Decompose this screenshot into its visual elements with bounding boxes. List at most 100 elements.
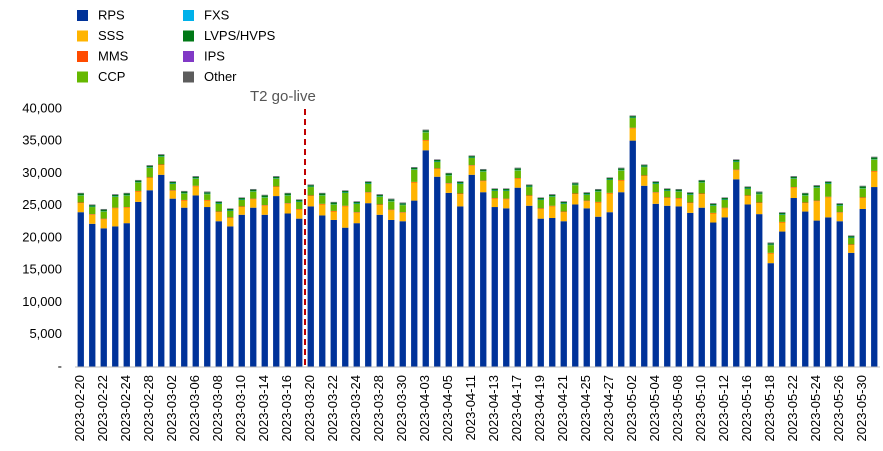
bar-segment bbox=[756, 203, 763, 215]
bar-segment bbox=[848, 245, 855, 253]
bar-segment bbox=[491, 190, 498, 199]
bar-segment bbox=[756, 192, 763, 194]
legend-label: Other bbox=[204, 69, 237, 84]
bar-segment bbox=[859, 208, 866, 367]
bar-segment bbox=[445, 183, 452, 193]
bar-segment bbox=[399, 205, 406, 213]
bar-segment bbox=[537, 199, 544, 209]
bar-segment bbox=[675, 189, 682, 192]
bar-segment bbox=[273, 187, 280, 197]
bar-segment bbox=[204, 199, 211, 201]
x-tick-label: 2023-03-10 bbox=[233, 375, 248, 442]
bar-segment bbox=[767, 263, 774, 367]
bar-segment bbox=[192, 176, 199, 179]
bar-segment bbox=[871, 170, 878, 172]
y-tick-label: 15,000 bbox=[22, 262, 62, 277]
legend-label: MMS bbox=[98, 48, 129, 63]
legend-label: SSS bbox=[98, 28, 124, 43]
x-tick-label: 2023-02-22 bbox=[95, 375, 110, 442]
bar-segment bbox=[733, 159, 740, 162]
bar-segment bbox=[480, 181, 487, 193]
y-tick-label: - bbox=[58, 358, 62, 373]
bar-segment bbox=[146, 165, 153, 168]
x-tick-label: 2023-03-06 bbox=[187, 375, 202, 442]
bar-segment bbox=[687, 212, 694, 367]
bar-segment bbox=[388, 210, 395, 220]
bar-segment bbox=[365, 192, 372, 204]
bar-segment bbox=[836, 212, 843, 222]
x-tick-label: 2023-04-13 bbox=[486, 375, 501, 442]
bar-segment bbox=[146, 177, 153, 179]
bar-segment bbox=[250, 189, 257, 192]
bar-segment bbox=[422, 140, 429, 151]
bar-segment bbox=[526, 187, 533, 196]
bar-segment bbox=[181, 200, 188, 208]
bar-segment bbox=[664, 188, 671, 191]
bar-segment bbox=[802, 211, 809, 367]
bar-segment bbox=[595, 201, 602, 203]
bar-segment bbox=[767, 252, 774, 254]
legend-swatch bbox=[183, 71, 194, 83]
bar-segment bbox=[687, 192, 694, 195]
bar-segment bbox=[618, 168, 625, 170]
bar-segment bbox=[250, 191, 257, 199]
bar-segment bbox=[445, 192, 452, 367]
bar-segment bbox=[698, 180, 705, 183]
bar-segment bbox=[135, 182, 142, 191]
bar-segment bbox=[457, 194, 464, 207]
x-tick-label: 2023-05-04 bbox=[647, 375, 662, 442]
bar-segment bbox=[399, 212, 406, 213]
bar-segment bbox=[227, 217, 234, 219]
bar-segment bbox=[514, 187, 521, 367]
bar-segment bbox=[549, 196, 556, 206]
bar-segment bbox=[158, 174, 165, 367]
bar-segment bbox=[779, 231, 786, 367]
bar-segment bbox=[388, 199, 395, 201]
bar-segment bbox=[836, 212, 843, 213]
bar-segment bbox=[606, 212, 613, 367]
bar-segment bbox=[790, 187, 797, 199]
bar-segment bbox=[710, 203, 717, 206]
bar-segment bbox=[698, 207, 705, 367]
bar-segment bbox=[744, 188, 751, 196]
x-tick-label: 2023-03-24 bbox=[348, 375, 363, 442]
bar-segment bbox=[146, 167, 153, 178]
x-tick-label: 2023-04-03 bbox=[417, 375, 432, 442]
bar-segment bbox=[123, 195, 130, 208]
bar-segment bbox=[123, 207, 130, 208]
bar-segment bbox=[744, 204, 751, 367]
bar-segment bbox=[342, 192, 349, 206]
bar-segment bbox=[664, 190, 671, 198]
bar-segment bbox=[790, 187, 797, 188]
bar-segment bbox=[606, 192, 613, 194]
bar-segment bbox=[100, 228, 107, 367]
bar-segment bbox=[721, 199, 728, 208]
bar-segment bbox=[227, 226, 234, 367]
bar-segment bbox=[721, 217, 728, 367]
bar-segment bbox=[261, 205, 268, 206]
bar-segment bbox=[825, 217, 832, 367]
bar-segment bbox=[422, 150, 429, 367]
x-tick-label: 2023-05-12 bbox=[716, 375, 731, 442]
bar-segment bbox=[342, 190, 349, 193]
bar-segment bbox=[767, 243, 774, 245]
bar-segment bbox=[756, 202, 763, 204]
bar-segment bbox=[675, 206, 682, 367]
bar-segment bbox=[434, 176, 441, 367]
bar-segment bbox=[89, 223, 96, 367]
bar-segment bbox=[89, 214, 96, 215]
bar-segment bbox=[330, 210, 337, 212]
y-tick-label: 40,000 bbox=[22, 100, 62, 115]
bar-segment bbox=[560, 221, 567, 367]
bar-segment bbox=[468, 165, 475, 166]
bar-segment bbox=[802, 202, 809, 204]
bar-segment bbox=[641, 175, 648, 177]
bar-segment bbox=[365, 181, 372, 184]
bar-segment bbox=[675, 191, 682, 199]
bar-segment bbox=[146, 178, 153, 191]
bar-segment bbox=[319, 215, 326, 367]
bar-segment bbox=[158, 156, 165, 165]
bar-segment bbox=[307, 187, 314, 196]
y-tick-label: 30,000 bbox=[22, 165, 62, 180]
